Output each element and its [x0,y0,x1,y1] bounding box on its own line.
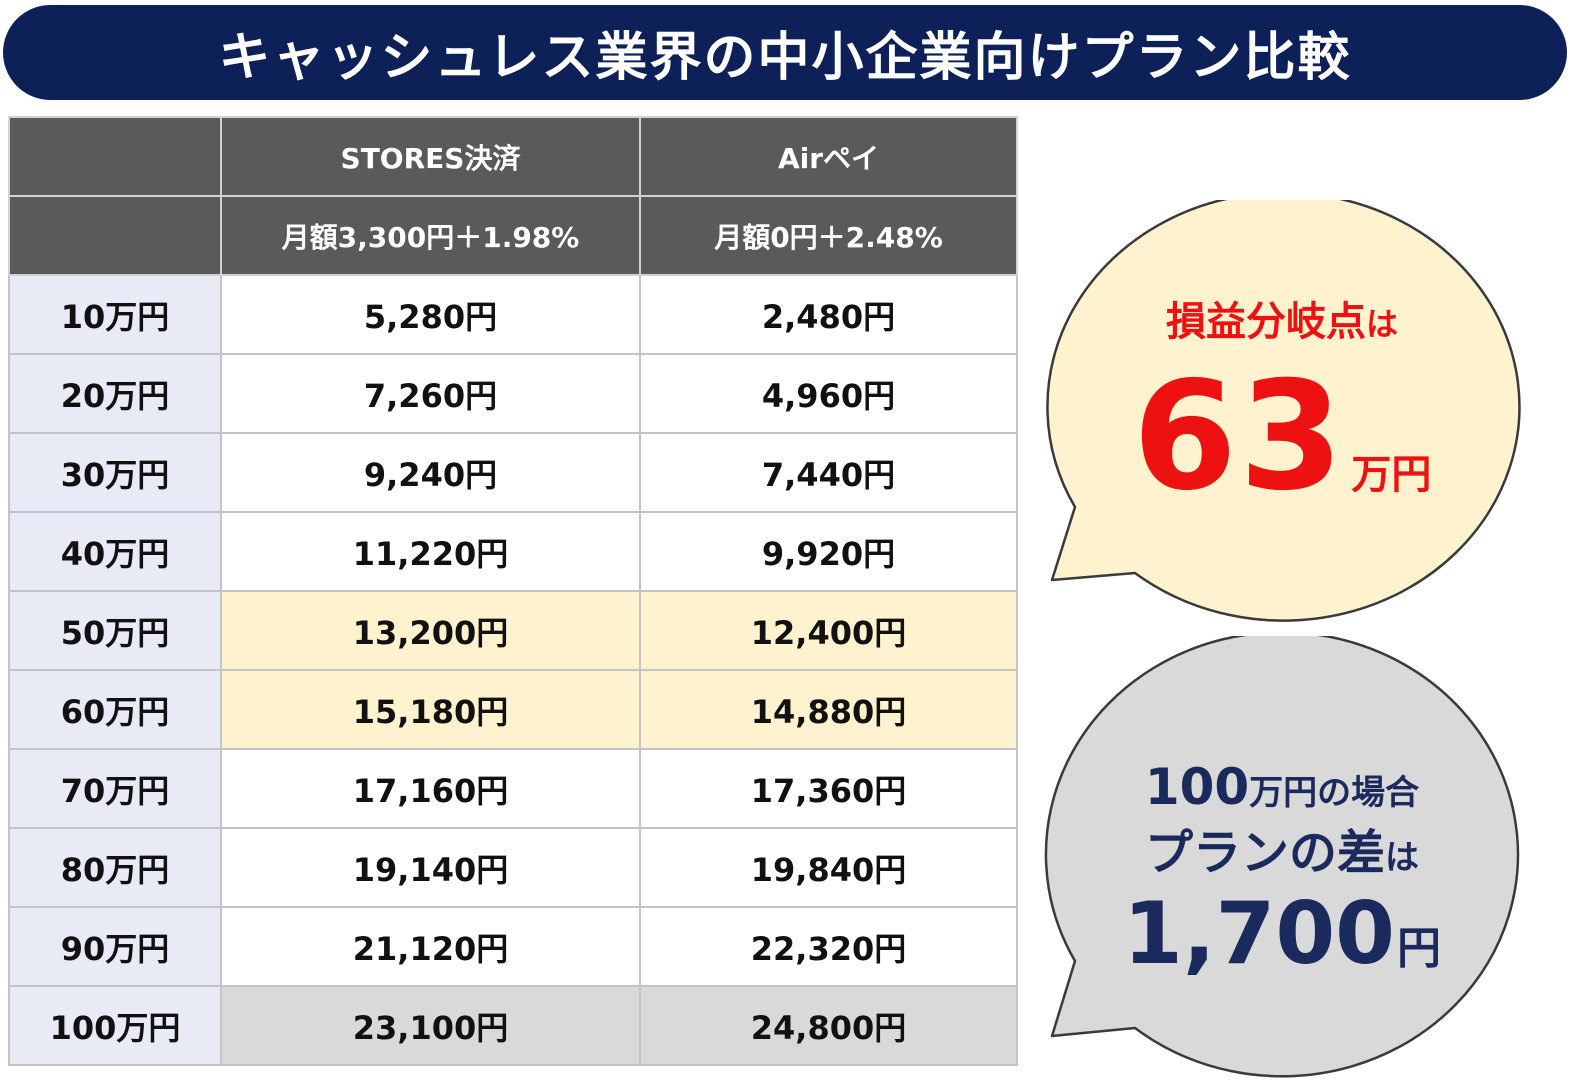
plan-airpay: 月額0円＋2.48% [639,195,1018,276]
difference-unit: 円 [1397,923,1442,974]
comparison-table: STORES決済 Airペイ 月額3,300円＋1.98% 月額0円＋2.48%… [8,116,1018,1066]
header-corner-cell [8,116,222,197]
stores-fee: 23,100円 [220,985,641,1066]
airpay-fee: 22,320円 [639,906,1018,987]
plan-stores: 月額3,300円＋1.98% [220,195,641,276]
row-label: 90万円 [8,906,222,987]
airpay-fee: 14,880円 [639,669,1018,750]
difference-value-line: 1,700円 [1070,888,1494,1004]
airpay-fee: 9,920円 [639,511,1018,592]
stores-fee: 17,160円 [220,748,641,829]
table-row: 40万円 11,220円 9,920円 [8,511,1018,592]
row-label: 80万円 [8,827,222,908]
row-label: 10万円 [8,274,222,355]
airpay-fee: 2,480円 [639,274,1018,355]
row-label: 40万円 [8,511,222,592]
table-row-gray: 100万円 23,100円 24,800円 [8,985,1018,1066]
airpay-fee: 4,960円 [639,353,1018,434]
table-row: 80万円 19,140円 19,840円 [8,827,1018,908]
difference-condition-line: 100万円の場合 [1070,757,1494,823]
table-plan-row: 月額3,300円＋1.98% 月額0円＋2.48% [8,195,1018,276]
breakeven-bubble-shape [1046,200,1521,622]
breakeven-bubble [1046,200,1521,622]
breakeven-label-line: 損益分岐点は [1070,290,1494,356]
table-row-highlighted: 50万円 13,200円 12,400円 [8,590,1018,671]
difference-label-line: プランの差は [1070,823,1494,888]
breakeven-value: 63 [1132,350,1346,524]
page-title: キャッシュレス業界の中小企業向けプラン比較 [3,5,1567,100]
airpay-fee: 19,840円 [639,827,1018,908]
row-label: 100万円 [8,985,222,1066]
table-row: 10万円 5,280円 2,480円 [8,274,1018,355]
stores-fee: 7,260円 [220,353,641,434]
difference-label: プランの差 [1144,825,1385,881]
header-stores: STORES決済 [220,116,641,197]
row-label: 50万円 [8,590,222,671]
row-label: 70万円 [8,748,222,829]
stores-fee: 15,180円 [220,669,641,750]
row-label: 60万円 [8,669,222,750]
table-row: 20万円 7,260円 4,960円 [8,353,1018,434]
difference-amount-rest: 万円の場合 [1249,773,1420,813]
difference-bubble [1044,636,1520,1078]
stores-fee: 5,280円 [220,274,641,355]
row-label: 30万円 [8,432,222,513]
airpay-fee: 12,400円 [639,590,1018,671]
table-row: 90万円 21,120円 22,320円 [8,906,1018,987]
row-label: 20万円 [8,353,222,434]
airpay-fee: 7,440円 [639,432,1018,513]
difference-particle: は [1385,838,1419,878]
airpay-fee: 17,360円 [639,748,1018,829]
header-airpay: Airペイ [639,116,1018,197]
stores-fee: 9,240円 [220,432,641,513]
breakeven-unit: 万円 [1351,452,1432,498]
difference-value: 1,700 [1122,884,1396,984]
table-row-highlighted: 60万円 15,180円 14,880円 [8,669,1018,750]
stores-fee: 11,220円 [220,511,641,592]
breakeven-label: 損益分岐点 [1165,299,1366,345]
airpay-fee: 24,800円 [639,985,1018,1066]
difference-amount-number: 100 [1144,758,1250,816]
breakeven-particle: は [1365,305,1398,343]
difference-bubble-shape [1044,636,1520,1078]
breakeven-value-line: 63 万円 [1070,362,1494,558]
table-row: 30万円 9,240円 7,440円 [8,432,1018,513]
plan-corner-cell [8,195,222,276]
breakeven-text: 損益分岐点は 63 万円 [1070,290,1494,558]
stores-fee: 21,120円 [220,906,641,987]
difference-text: 100万円の場合 プランの差は 1,700円 [1070,757,1494,1004]
table-row: 70万円 17,160円 17,360円 [8,748,1018,829]
table-header-row: STORES決済 Airペイ [8,116,1018,197]
stores-fee: 19,140円 [220,827,641,908]
stores-fee: 13,200円 [220,590,641,671]
